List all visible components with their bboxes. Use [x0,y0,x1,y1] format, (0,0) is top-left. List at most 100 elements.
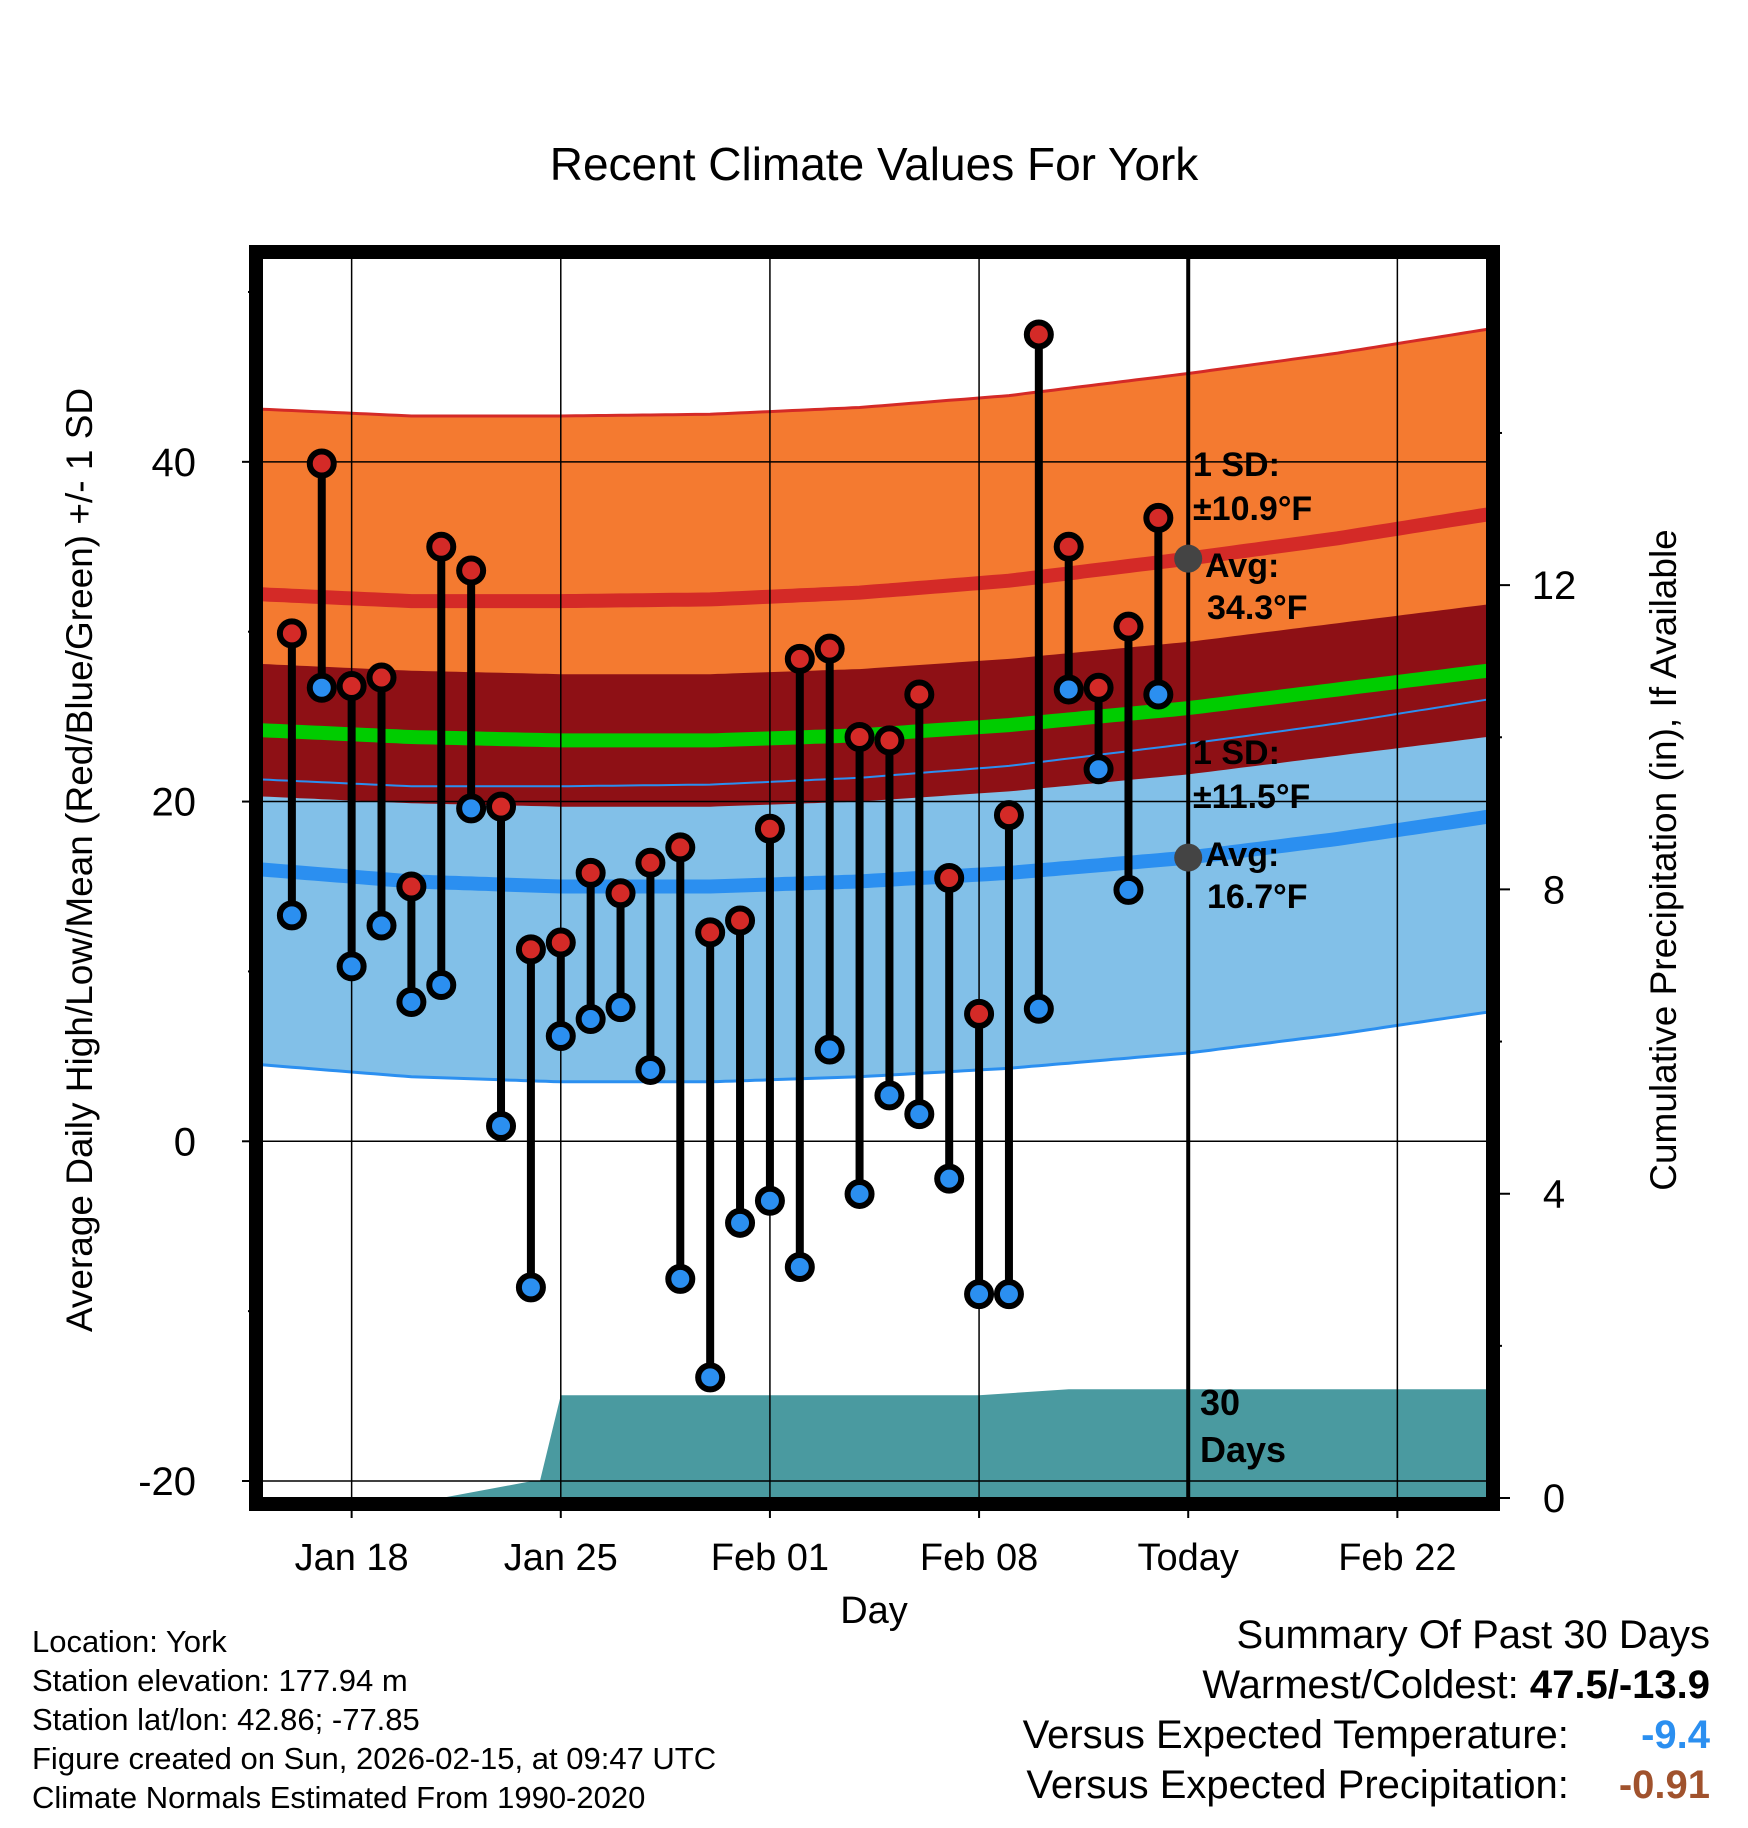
y-tick-label-right: 12 [1532,564,1577,608]
daily-observation [725,905,756,1238]
today-high-avg-marker [1174,544,1203,573]
daily-observation [486,791,517,1141]
observed-low-point [934,1163,965,1194]
plot-frame [249,245,1500,1511]
temp-anomaly-label: Versus Expected Temperature: [1022,1713,1569,1757]
axes: -20 0 20 40 0 4 8 12 Jan 18 Jan 25 Feb 01 Feb 08 Tod… [138,245,1577,1579]
observed-high-point [874,725,905,756]
low-avg-value: 16.7°F [1207,878,1308,916]
daily-observation [515,934,546,1303]
daily-observation [545,927,576,1051]
observed-high-point [396,871,427,902]
x-tick-label: Feb 22 [1338,1537,1456,1579]
high-avg-value: 34.3°F [1207,589,1308,627]
observed-low-point [396,987,427,1017]
observed-low-point [1143,679,1174,710]
observed-low-point [515,1272,546,1303]
low-avg-label: Avg: [1205,836,1279,874]
observed-high-point [456,555,487,586]
precip-anomaly-label: Versus Expected Precipitation: [1026,1763,1569,1807]
observed-high-point [1053,531,1084,562]
observed-high-point [1113,611,1144,642]
daily-observation [396,871,427,1017]
daily-observation [784,643,815,1282]
observed-high-point [515,934,546,965]
observed-high-point [665,832,696,863]
observed-high-point [1023,319,1054,350]
low-sd-label: 1 SD: [1193,734,1280,772]
daily-observation [276,618,307,931]
daily-observation [456,555,487,824]
daily-observation [904,679,935,1130]
high-band-lower-edge [262,698,1487,788]
observed-high-point [814,633,845,664]
plot-clip-group [262,258,1487,1498]
observed-high-point [336,671,367,702]
observed-low-point [306,672,337,703]
high-band-upper-edge [262,327,1487,418]
observed-high-point [1143,502,1174,533]
daily-observation [575,857,606,1034]
observed-high-point [306,448,337,479]
observed-low-point [635,1054,666,1085]
high-sd-label: 1 SD: [1193,446,1280,484]
days-count: 30 [1200,1382,1240,1423]
low-band-lower-edge [262,1010,1487,1084]
daily-observation [993,800,1024,1310]
observed-low-point [874,1080,905,1111]
daily-observation [336,671,367,982]
daily-observation [934,863,965,1194]
observed-low-point [964,1279,995,1310]
observed-low-point [605,992,636,1023]
info-normals: Climate Normals Estimated From 1990-2020 [32,1780,646,1815]
chart-title: Recent Climate Values For York [550,138,1200,190]
daily-observation [874,725,905,1111]
days-word: Days [1200,1429,1286,1470]
daily-observation [635,847,666,1085]
observed-high-point [276,618,307,649]
observed-low-point [336,951,367,982]
annotations: 1 SD: ±10.9°F Avg: 34.3°F 1 SD: ±11.5°F Avg: 16… [1174,446,1312,1470]
observed-low-point [1113,874,1144,905]
high-sd-value: ±10.9°F [1193,490,1312,528]
observed-low-point [1023,993,1054,1024]
observed-low-point [575,1003,606,1034]
info-location: Location: York [32,1624,227,1659]
observed-high-point [904,679,935,710]
daily-observation [306,448,337,703]
summary-heading: Summary Of Past 30 Days [1236,1613,1710,1657]
observed-high-point [575,857,606,888]
daily-observation [1023,319,1054,1024]
observed-high-point [426,531,457,562]
daily-observation [1143,502,1174,710]
daily-observation [754,813,785,1216]
daily-observation [1113,611,1144,905]
low-avg-line [262,809,1487,894]
x-tick-label: Today [1138,1537,1239,1579]
daily-observation [844,722,875,1209]
info-elevation: Station elevation: 177.94 m [32,1663,408,1698]
y-tick-label-left: 40 [152,441,197,485]
y-axis-label-right: Cumulative Precipitation (in), If Availa… [1643,529,1684,1191]
observed-low-point [1083,754,1114,785]
daily-observation [695,917,726,1393]
y-axis-label-left: Average Daily High/Low/Mean (Red/Blue/Gr… [59,388,100,1332]
plot-area [262,258,1487,1498]
high-avg-line [262,507,1487,609]
observed-high-point [754,813,785,844]
daily-observation [964,998,995,1310]
info-latlon: Station lat/lon: 42.86; -77.85 [32,1702,420,1737]
observed-low-point [665,1263,696,1294]
observed-high-point [844,722,875,753]
observed-high-point [695,917,726,948]
warm-cold-value: 47.5/-13.9 [1529,1663,1710,1707]
y-tick-label-left: 20 [152,781,197,825]
observed-high-point [486,791,517,822]
observed-high-point [635,847,666,878]
today-low-avg-marker [1174,843,1203,872]
daily-observation [1053,531,1084,705]
observed-high-point [934,863,965,893]
daily-observation [366,662,397,941]
observed-low-point [486,1111,517,1141]
